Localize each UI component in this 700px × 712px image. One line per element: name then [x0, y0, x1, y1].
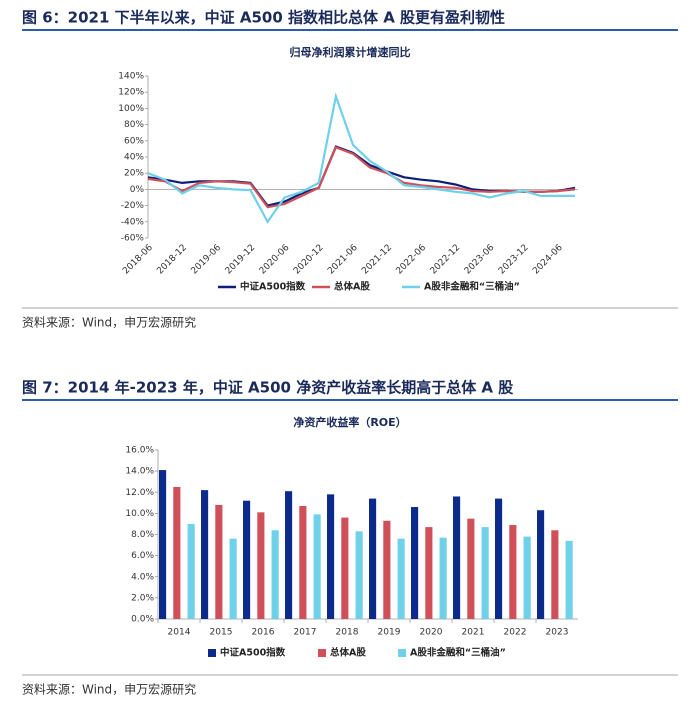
x-tick-label: 2020-06 — [258, 243, 292, 277]
legend-label: A股非金融和“三桶油” — [410, 647, 506, 659]
y-tick-label: 120% — [118, 88, 144, 98]
bar — [159, 470, 167, 619]
y-tick-label: 16.0% — [125, 446, 154, 456]
x-tick-label: 2023-06 — [463, 243, 497, 277]
x-tick-label: 2020 — [420, 628, 443, 638]
bar — [481, 527, 489, 619]
caption-rule — [22, 29, 678, 31]
y-tick-label: -20% — [121, 201, 145, 211]
x-tick-label: 2017 — [294, 628, 317, 638]
x-tick-label: 2023 — [546, 628, 569, 638]
line-series — [147, 145, 576, 207]
line-series — [147, 145, 576, 209]
legend-swatch — [318, 649, 326, 657]
bar — [341, 517, 349, 619]
figure-caption: 图 7：2014 年-2023 年，中证 A500 净资产收益率长期高于总体 A… — [22, 379, 514, 397]
chart-title: 归母净利润累计增速同比 — [290, 45, 411, 59]
chart-title: 净资产收益率（ROE） — [293, 415, 406, 429]
y-tick-label: 80% — [124, 120, 144, 130]
bar — [467, 518, 475, 619]
x-tick-label: 2019-12 — [224, 243, 258, 277]
bar — [327, 494, 335, 619]
x-tick-label: 2015 — [210, 628, 233, 638]
bar — [453, 496, 461, 619]
bar — [523, 536, 531, 619]
y-tick-label: -60% — [121, 234, 145, 244]
bar — [215, 504, 223, 619]
bar — [187, 523, 195, 619]
y-tick-label: 8.0% — [131, 530, 154, 540]
x-tick-label: 2021-12 — [360, 243, 394, 277]
bar — [425, 527, 433, 619]
bar — [397, 538, 405, 619]
legend-swatch — [398, 649, 406, 657]
y-tick-label: 60% — [124, 136, 144, 146]
x-tick-label: 2021 — [462, 628, 485, 638]
source: 资料来源：Wind，申万宏源研究 — [22, 315, 196, 330]
y-tick-label: 20% — [124, 169, 144, 179]
y-tick-label: 2.0% — [131, 593, 154, 603]
x-tick-label: 2024-06 — [531, 243, 565, 277]
y-tick-label: 140% — [118, 72, 144, 82]
legend-label: 总体A股 — [334, 281, 370, 293]
bar — [285, 491, 293, 619]
bar — [229, 538, 237, 619]
y-tick-label: 6.0% — [131, 551, 154, 561]
x-tick-label: 2022-12 — [429, 243, 463, 277]
y-tick-label: 0% — [130, 185, 145, 195]
x-tick-label: 2022 — [504, 628, 527, 638]
bar — [439, 537, 447, 619]
x-tick-label: 2019 — [378, 628, 401, 638]
x-tick-label: 2018-12 — [155, 243, 189, 277]
bar — [257, 512, 265, 619]
bar — [243, 500, 251, 619]
y-tick-label: 4.0% — [131, 572, 154, 582]
legend-label: 中证A500指数 — [240, 281, 306, 293]
x-tick-label: 2022-06 — [395, 243, 429, 277]
bar — [201, 490, 209, 619]
bar — [495, 498, 503, 619]
legend-swatch — [208, 649, 216, 657]
y-tick-label: 100% — [118, 104, 144, 114]
x-tick-label: 2019-06 — [190, 243, 224, 277]
bar — [299, 505, 307, 619]
x-tick-label: 2021-06 — [326, 243, 360, 277]
bar — [313, 514, 321, 619]
y-tick-label: 12.0% — [125, 488, 154, 498]
x-tick-label: 2016 — [252, 628, 275, 638]
x-tick-label: 2020-12 — [292, 243, 326, 277]
bar — [369, 498, 377, 619]
x-tick-label: 2018 — [336, 628, 359, 638]
y-tick-label: 10.0% — [125, 509, 154, 519]
bar — [509, 524, 517, 619]
x-tick-label: 2023-12 — [497, 243, 531, 277]
source: 资料来源：Wind，申万宏源研究 — [22, 682, 196, 697]
figure-caption: 图 6：2021 下半年以来，中证 A500 指数相比总体 A 股更有盈利韧性 — [22, 9, 505, 27]
bar — [565, 540, 573, 619]
bar — [411, 507, 419, 619]
y-tick-label: 40% — [124, 153, 144, 163]
bar — [537, 510, 545, 619]
legend-label: 中证A500指数 — [220, 647, 286, 659]
bar — [551, 530, 559, 619]
bar — [383, 520, 391, 619]
bar — [173, 486, 181, 619]
y-tick-label: -40% — [121, 217, 145, 227]
legend-label: 总体A股 — [330, 647, 366, 659]
x-tick-label: 2014 — [168, 628, 191, 638]
line-series — [147, 92, 575, 224]
legend-label: A股非金融和“三桶油” — [424, 281, 520, 293]
y-tick-label: 14.0% — [125, 467, 154, 477]
caption-rule — [22, 399, 678, 401]
x-tick-label: 2018-06 — [121, 243, 155, 277]
bar — [355, 531, 363, 619]
bar — [271, 530, 279, 619]
y-tick-label: 0.0% — [131, 615, 154, 625]
